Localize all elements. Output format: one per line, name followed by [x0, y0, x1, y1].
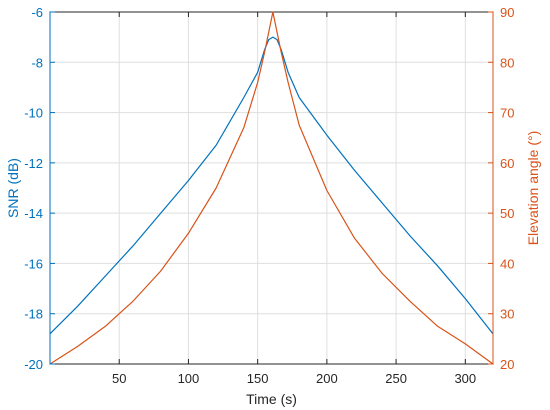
x-tick-label: 300 — [454, 371, 476, 386]
left-y-tick-label: -20 — [24, 357, 43, 372]
left-y-tick-label: -12 — [24, 156, 43, 171]
left-y-tick-label: -10 — [24, 106, 43, 121]
x-tick-label: 50 — [112, 371, 126, 386]
left-y-tick-label: -8 — [31, 55, 43, 70]
right-y-tick-label: 80 — [500, 55, 514, 70]
left-y-tick-label: -14 — [24, 206, 43, 221]
right-y-tick-label: 40 — [500, 256, 514, 271]
left-y-tick-label: -18 — [24, 307, 43, 322]
series-layer — [49, 11, 494, 365]
x-axis-label: Time (s) — [246, 391, 297, 407]
x-tick-label: 150 — [247, 371, 269, 386]
ticks: 50 100 150 200 250 300 -20 -18 -16 -14 -12 -10 -8 -6 2… — [24, 5, 514, 386]
x-tick-label: 250 — [385, 371, 407, 386]
right-y-tick-label: 30 — [500, 307, 514, 322]
x-tick-label: 200 — [316, 371, 338, 386]
right-y-tick-label: 50 — [500, 206, 514, 221]
left-y-tick-label: -16 — [24, 256, 43, 271]
left-y-tick-label: -6 — [31, 5, 43, 20]
elevation-series-line — [49, 11, 494, 365]
right-y-tick-label: 60 — [500, 156, 514, 171]
right-y-tick-label: 70 — [500, 106, 514, 121]
right-y-tick-label: 90 — [500, 5, 514, 20]
right-y-tick-label: 20 — [500, 357, 514, 372]
grid — [50, 11, 493, 365]
snr-series-line — [49, 36, 494, 335]
x-tick-label: 100 — [178, 371, 200, 386]
right-y-axis-label: Elevation angle (°) — [525, 131, 541, 246]
left-y-axis-label: SNR (dB) — [5, 158, 21, 218]
plot-area — [49, 11, 494, 365]
